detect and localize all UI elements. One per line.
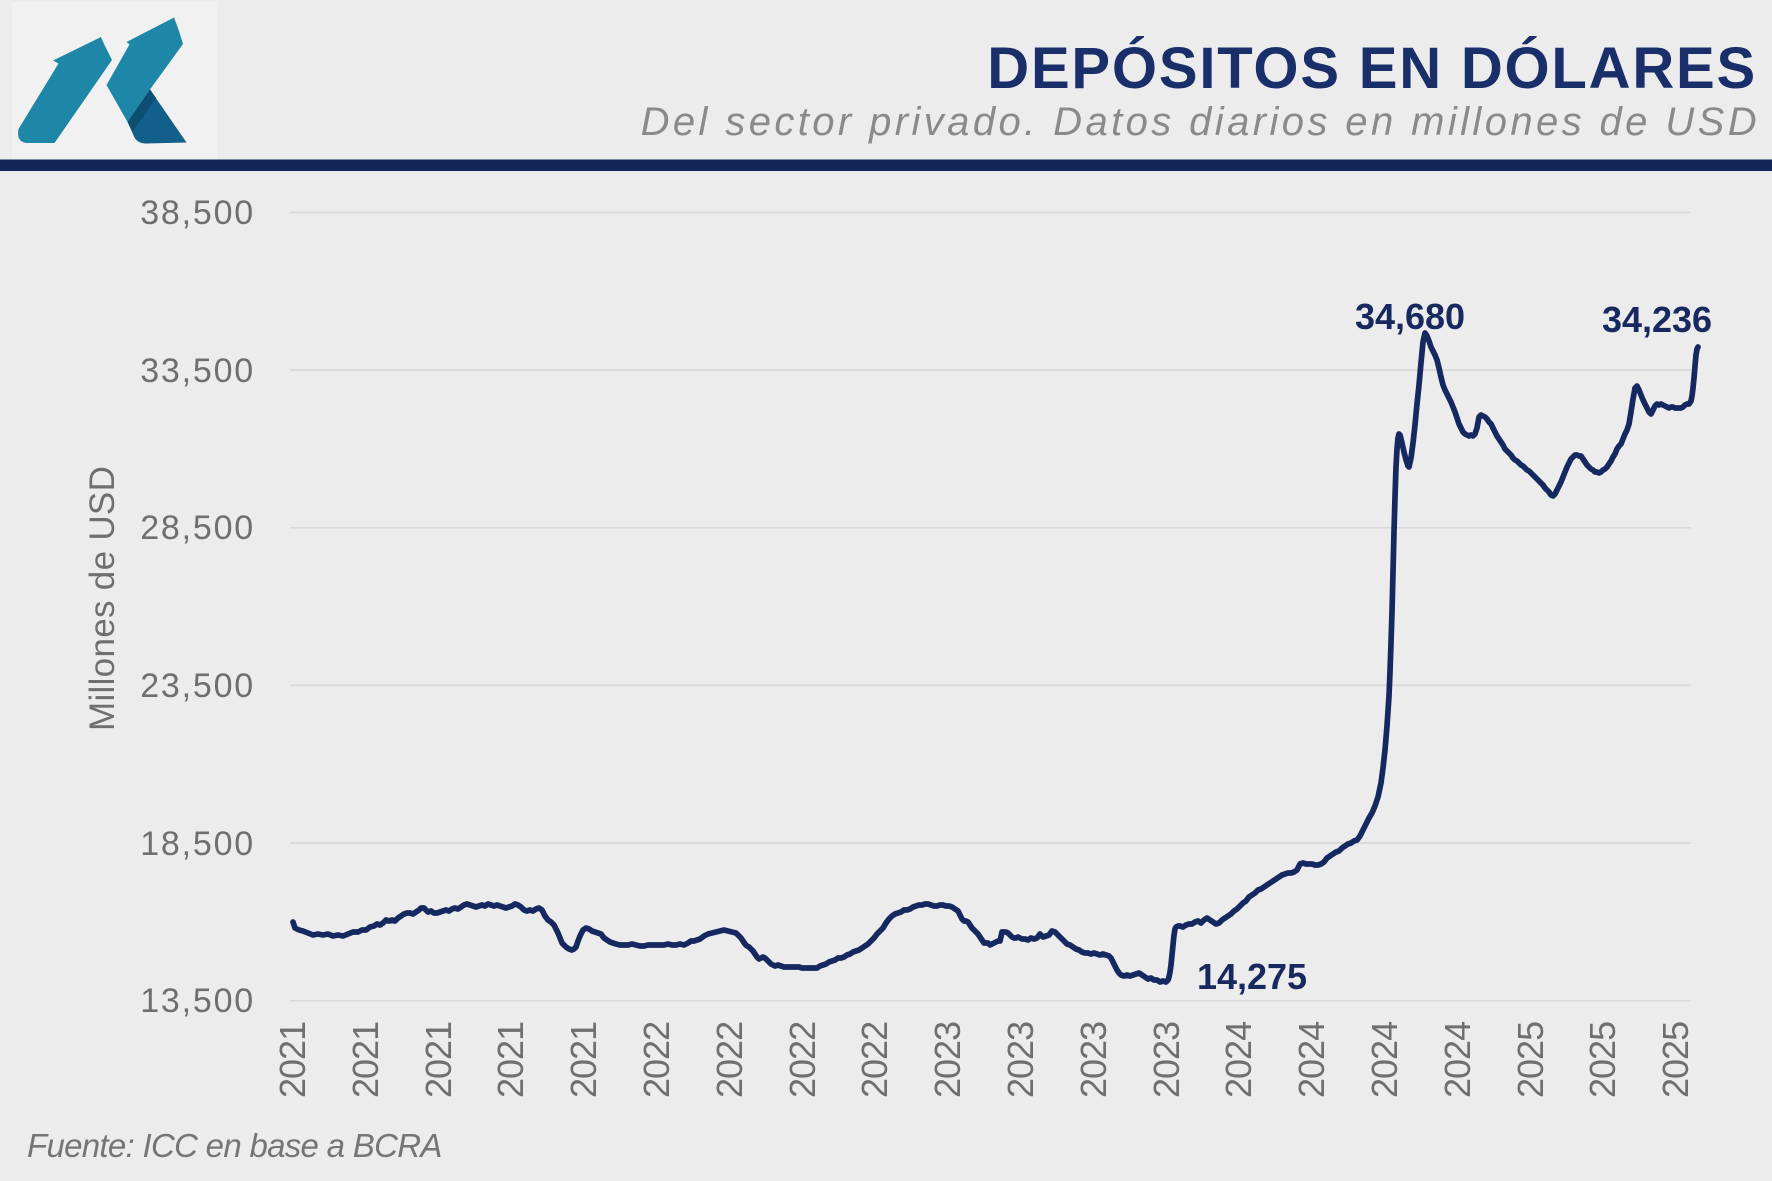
svg-text:2025: 2025 [1510, 1022, 1551, 1098]
svg-text:2022: 2022 [709, 1022, 750, 1098]
svg-text:2022: 2022 [854, 1022, 895, 1098]
svg-text:Millones de USD: Millones de USD [83, 466, 122, 731]
svg-text:34,236: 34,236 [1602, 299, 1712, 340]
svg-text:Fuente: ICC en base a BCRA: Fuente: ICC en base a BCRA [27, 1127, 442, 1164]
svg-text:Del sector privado. Datos diar: Del sector privado. Datos diarios en mil… [641, 100, 1760, 144]
svg-text:2025: 2025 [1582, 1022, 1623, 1098]
svg-text:38,500: 38,500 [140, 194, 255, 232]
svg-text:DEPÓSITOS EN DÓLARES: DEPÓSITOS EN DÓLARES [987, 36, 1757, 101]
svg-text:18,500: 18,500 [140, 825, 255, 863]
svg-text:2023: 2023 [1073, 1022, 1114, 1098]
svg-text:2024: 2024 [1291, 1022, 1332, 1098]
svg-text:13,500: 13,500 [140, 982, 255, 1020]
svg-text:2023: 2023 [927, 1022, 968, 1098]
svg-text:2025: 2025 [1655, 1022, 1696, 1098]
svg-text:2023: 2023 [1146, 1022, 1187, 1098]
svg-text:2021: 2021 [563, 1022, 604, 1098]
svg-text:2024: 2024 [1437, 1022, 1478, 1098]
svg-text:2023: 2023 [1000, 1022, 1041, 1098]
svg-text:2021: 2021 [345, 1022, 386, 1098]
svg-text:34,680: 34,680 [1355, 296, 1465, 337]
svg-text:2021: 2021 [272, 1022, 313, 1098]
svg-text:2024: 2024 [1364, 1022, 1405, 1098]
svg-text:14,275: 14,275 [1197, 956, 1307, 997]
svg-text:23,500: 23,500 [140, 667, 255, 705]
svg-text:2022: 2022 [636, 1022, 677, 1098]
svg-text:2024: 2024 [1218, 1022, 1259, 1098]
svg-text:28,500: 28,500 [140, 509, 255, 547]
svg-text:2021: 2021 [490, 1022, 531, 1098]
svg-text:33,500: 33,500 [140, 352, 255, 390]
svg-text:2021: 2021 [418, 1022, 459, 1098]
svg-text:2022: 2022 [782, 1022, 823, 1098]
